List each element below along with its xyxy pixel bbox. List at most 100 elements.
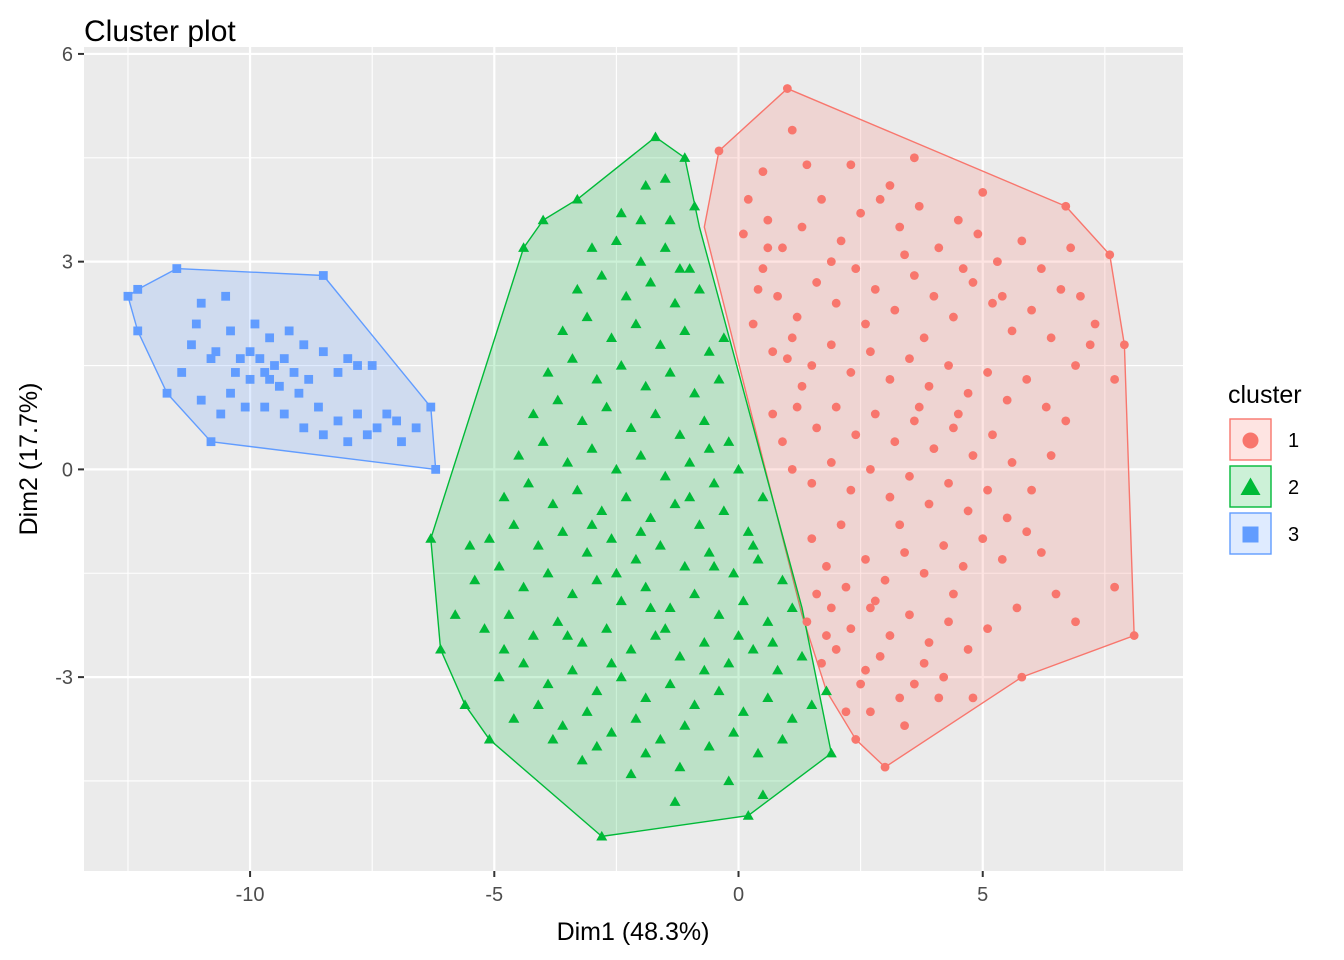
cluster-2-point [449, 609, 461, 619]
cluster-1-point [875, 194, 885, 204]
cluster-3-point [196, 298, 206, 308]
cluster-1-point [909, 416, 919, 426]
cluster-3-point [216, 409, 226, 419]
cluster-1-point [895, 693, 905, 703]
cluster-1-point [748, 319, 758, 329]
cluster-1-point [802, 160, 812, 170]
cluster-2-point [522, 477, 534, 488]
cluster-1-point [753, 284, 763, 294]
cluster-2-point [767, 636, 779, 647]
cluster-2-point [459, 699, 471, 709]
cluster-1-point [851, 430, 861, 440]
cluster-1-point [822, 561, 831, 571]
cluster-1-point [885, 181, 895, 190]
cluster-1-point [939, 672, 949, 682]
cluster-1-point [968, 451, 978, 460]
cluster-1-point [919, 568, 929, 578]
cluster-1-point [1051, 589, 1061, 599]
cluster-2-point [576, 415, 588, 426]
cluster-1-point [851, 264, 861, 273]
cluster-2-point [571, 484, 583, 495]
cluster-2-point [557, 720, 569, 730]
x-tick-label: 0 [733, 884, 744, 906]
legend-symbol-2 [1240, 477, 1261, 495]
cluster-1-point [929, 291, 939, 301]
cluster-2-point [679, 152, 691, 162]
cluster-2-point [684, 263, 696, 273]
cluster-points [123, 84, 1139, 841]
cluster-3-point [426, 402, 436, 412]
cluster-2-point [586, 242, 598, 252]
cluster-1-point [763, 215, 773, 225]
cluster-1-point [900, 721, 909, 730]
cluster-2-point [610, 235, 622, 246]
y-tick-label: -3 [55, 667, 73, 689]
cluster-2-point [698, 664, 710, 675]
cluster-2-point [615, 595, 627, 606]
cluster-2-point [576, 636, 588, 647]
cluster-1-point [963, 645, 973, 654]
cluster-1-point [763, 243, 773, 253]
cluster-1-point [968, 278, 978, 287]
cluster-1-point [1076, 291, 1085, 301]
cluster-1-point [885, 374, 895, 384]
cluster-1-point [1036, 548, 1046, 557]
cluster-2-point [537, 436, 549, 446]
cluster-1-point [846, 485, 856, 495]
cluster-1-point [919, 333, 929, 343]
cluster-1-point [861, 665, 870, 675]
cluster-1-point [1071, 617, 1080, 627]
cluster-1-point [1071, 361, 1080, 370]
cluster-2-point [689, 699, 701, 709]
cluster-3-point [318, 347, 328, 357]
cluster-2-point [747, 643, 759, 654]
cluster-1-point [963, 388, 973, 398]
cluster-1-point [909, 153, 919, 163]
cluster-2-point [635, 214, 647, 225]
cluster-1-point [768, 347, 778, 357]
cluster-3-point [294, 388, 304, 398]
legend: cluster 1 2 3 [1228, 381, 1302, 555]
cluster-2-point [654, 540, 666, 550]
cluster-2-point [723, 775, 735, 786]
cluster-1-point [826, 257, 836, 267]
cluster-2-point [703, 546, 715, 557]
cluster-3-point [245, 347, 255, 357]
legend-label-3: 3 [1288, 524, 1299, 546]
cluster-1-point [758, 264, 768, 273]
cluster-2-point [625, 422, 637, 432]
y-tick-label: 0 [62, 459, 73, 481]
cluster-1-point [978, 188, 988, 197]
cluster-2-point [615, 671, 627, 682]
cluster-3-point [353, 409, 362, 419]
cluster-1-point [787, 333, 797, 343]
cluster-3-point [245, 374, 255, 384]
cluster-1-point [812, 589, 822, 599]
cluster-1-point [1002, 513, 1012, 523]
cluster-3-point [279, 409, 289, 419]
cluster-1-point [1085, 340, 1095, 350]
cluster-3-point [172, 264, 182, 273]
cluster-1-point [1061, 201, 1071, 211]
cluster-2-point [596, 505, 608, 516]
cluster-2-point [591, 574, 603, 585]
cluster-1-point [841, 582, 851, 592]
cluster-1-point [865, 464, 875, 474]
cluster-3-point [211, 347, 221, 357]
cluster-1-point [885, 631, 895, 640]
cluster-2-point [630, 318, 642, 329]
cluster-2-point [508, 519, 520, 529]
cluster-3-point [397, 437, 406, 447]
cluster-2-point [566, 664, 578, 675]
cluster-3-point [353, 361, 362, 370]
cluster-1-point [1056, 284, 1066, 294]
cluster-2-point [659, 623, 671, 633]
cluster-2-point [640, 581, 652, 592]
cluster-1-point [797, 222, 807, 232]
cluster-1-point [846, 368, 856, 377]
cluster-2-point [635, 256, 647, 266]
cluster-1-point [792, 402, 802, 412]
cluster-3-point [265, 374, 275, 384]
cluster-1-point [822, 631, 831, 640]
